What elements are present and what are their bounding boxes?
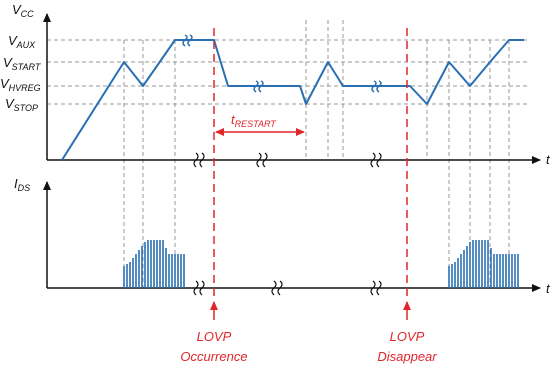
lovp-occurrence-title: LOVP (197, 329, 232, 344)
restart-interval-label: tRESTART (231, 112, 277, 129)
lovp-event-arrows (210, 301, 411, 320)
vcc-axes (43, 13, 541, 164)
level-label-aux: VAUX (8, 33, 36, 50)
level-label-hvreg: VHVREG (0, 76, 41, 93)
ids-time-label: t (546, 281, 551, 296)
level-label-stop: VSTOP (5, 96, 38, 113)
lovp-occurrence-caption: Occurrence (180, 349, 247, 364)
vcc-axis-label: VCC (12, 2, 34, 19)
ids-burst-first (123, 240, 185, 288)
lovp-disappear-caption: Disappear (377, 349, 437, 364)
ids-burst-second (448, 240, 519, 288)
vcc-time-label: t (546, 152, 551, 167)
waveform-break-marks (182, 34, 382, 93)
lovp-disappear-title: LOVP (390, 329, 425, 344)
axis-break-marks (193, 152, 382, 296)
ids-axis-label: IDS (14, 176, 30, 193)
time-gridlines (123, 20, 510, 288)
vcc-waveform (61, 39, 524, 161)
ids-axes (43, 181, 541, 292)
lovp-event-lines (213, 28, 408, 300)
level-label-start: VSTART (3, 55, 42, 72)
